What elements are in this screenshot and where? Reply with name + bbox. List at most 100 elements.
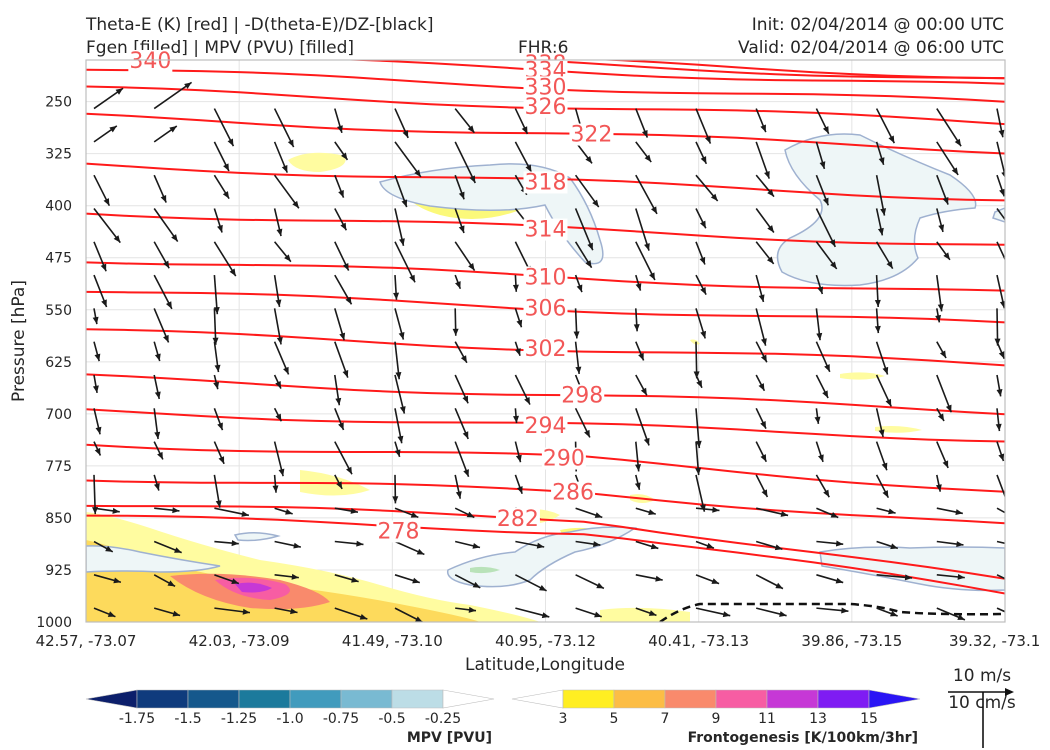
theta-e-label: 318	[525, 170, 567, 195]
y-tick-label: 775	[45, 459, 72, 475]
wind-vector-head	[399, 406, 406, 414]
wind-vector	[574, 208, 594, 251]
mpv-colorbar-tick: -0.75	[323, 711, 359, 727]
wind-vector-head	[394, 449, 401, 457]
scale-u-arrowhead	[1005, 688, 1014, 696]
wind-vector-head	[890, 543, 898, 550]
wind-vector-head	[584, 429, 590, 438]
y-tick-label: 1000	[36, 615, 72, 631]
wind-vector-head	[822, 126, 829, 134]
wind-vector-head	[585, 260, 592, 268]
wind-vector-head	[938, 224, 945, 232]
wind-vector-head	[218, 456, 225, 464]
theta-e-label-bg	[541, 447, 586, 470]
wind-vector-head	[399, 238, 405, 246]
wind-vector-head	[172, 610, 181, 617]
wind-vector-head	[103, 198, 110, 206]
wind-vector-head	[760, 124, 766, 133]
wind-vector-head	[412, 577, 420, 584]
theta-e-label-bg	[523, 297, 568, 320]
wind-vector-head	[758, 294, 765, 302]
wind-vector-head	[878, 157, 885, 165]
wind-vector-head	[231, 540, 239, 547]
wind-vector-head	[229, 268, 236, 277]
wind-vector-head	[515, 454, 522, 463]
wind-vector-head	[937, 304, 944, 312]
wind-vector-head	[359, 613, 368, 620]
wind-vector-head	[284, 254, 291, 262]
wind-vector-head	[585, 155, 593, 164]
theta-e-label-bg	[523, 218, 568, 241]
wind-vector-head	[467, 125, 475, 133]
wind-vector-head	[760, 421, 766, 429]
wind-vector-head	[217, 224, 223, 233]
wind-vector-head	[635, 283, 642, 291]
wind-vector-head	[999, 301, 1005, 309]
x-tick-label: 39.32, -73.1	[949, 632, 1040, 650]
wind-vector-head	[455, 491, 462, 499]
wind-vector	[996, 241, 1005, 261]
wind-vector-head	[154, 353, 161, 362]
theta-e-label-bg	[523, 76, 568, 99]
wind-vector-head	[1005, 511, 1013, 517]
wind-vector-head	[462, 431, 469, 439]
wind-vector-head	[649, 272, 655, 281]
wind-vector-head	[393, 292, 400, 300]
theta-e-label-bg	[523, 266, 568, 289]
wind-vector-head	[881, 462, 888, 471]
wind-vector	[996, 208, 1005, 221]
wind-vector-head	[351, 576, 359, 583]
wind-vector-head	[706, 542, 714, 549]
wind-vector-head	[275, 413, 282, 422]
wind-vector	[635, 241, 656, 281]
wind-vector-head	[521, 126, 528, 134]
x-tick-label: 40.41, -73.13	[648, 632, 749, 650]
wind-vector-head	[335, 397, 342, 406]
wind-vector-head	[634, 482, 641, 490]
wind-vector-head	[1005, 503, 1011, 511]
wind-vector-head	[212, 337, 219, 345]
theta-e-contour	[86, 514, 1005, 595]
wind-vector-head	[655, 575, 663, 582]
theta-e-label-bg	[551, 481, 596, 504]
theta-e-label: 322	[570, 123, 612, 148]
x-tick-label: 39.86, -73.15	[801, 632, 902, 650]
y-tick-label: 400	[45, 199, 72, 215]
wind-vector-head	[472, 542, 480, 549]
wind-vector-head	[285, 508, 293, 515]
theta-e-label-bg	[560, 384, 605, 407]
wind-vector-head	[416, 548, 425, 555]
wind-vector-head	[463, 469, 469, 477]
wind-vector-head	[835, 577, 844, 584]
wind-vector-head	[174, 547, 182, 553]
wind-vector-head	[397, 435, 404, 444]
theta-e-label-bg	[495, 507, 540, 530]
wind-vector-head	[819, 161, 826, 169]
wind-vector-head	[998, 129, 1005, 138]
wind-vector-head	[711, 578, 720, 584]
wind-vector-head	[1022, 585, 1030, 591]
wind-vector-head	[455, 281, 461, 289]
wind-vector-head	[276, 337, 283, 345]
wind-vector-head	[1008, 225, 1015, 232]
wind-vector-head	[291, 573, 299, 580]
fgen-colorbar-swatch	[817, 689, 870, 709]
theta-e-labels: 3403383343303263223183143103063022982942…	[128, 49, 614, 544]
wind-vector-head	[95, 426, 102, 435]
wind-vector-head	[154, 431, 161, 440]
dtheta-dz-contour	[659, 602, 1005, 622]
wind-vector-head	[458, 191, 465, 200]
init-time: Init: 02/04/2014 @ 00:00 UTC	[751, 15, 1004, 35]
wind-vector	[454, 141, 476, 184]
wind-vector-head	[942, 460, 949, 468]
wind-vector-head	[340, 152, 348, 160]
x-tick-label: 41.49, -73.10	[342, 632, 443, 650]
wind-vector-head	[995, 423, 1002, 432]
wind-vector-head	[524, 396, 530, 405]
wind-vector-head	[105, 545, 113, 552]
theta-e-label-bg	[523, 171, 568, 194]
wind-vector	[93, 207, 121, 244]
wind-vector-head	[696, 380, 702, 388]
wind-vector-head	[415, 616, 423, 622]
wind-vector-head	[541, 612, 550, 619]
